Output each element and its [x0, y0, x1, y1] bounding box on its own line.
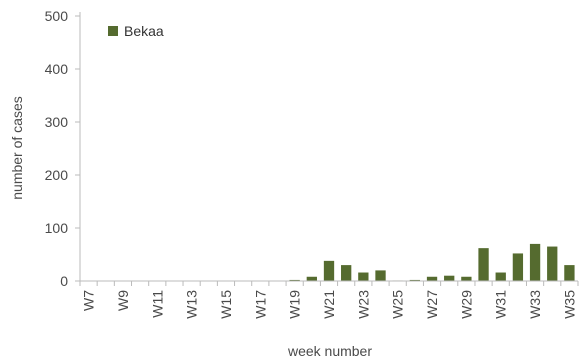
- y-tick-label: 100: [45, 220, 69, 236]
- x-tick-label: W13: [184, 290, 200, 319]
- y-axis: 0 100 200 300 400 500: [45, 8, 80, 289]
- x-tick-label: W15: [218, 290, 234, 319]
- bar-w23: [358, 272, 369, 281]
- x-tick-label: W35: [561, 290, 577, 319]
- bar-w35: [564, 265, 575, 281]
- x-tick-label: W7: [81, 290, 97, 311]
- bar-w31: [495, 272, 506, 281]
- x-tick-label: W17: [252, 290, 268, 319]
- bar-w32: [512, 253, 524, 281]
- x-axis: W7 W9 W11 W13 W15 W17 W19 W21 W23 W25 W27 W29 W31 W33…: [79, 281, 579, 319]
- x-axis-title: week number: [287, 343, 372, 359]
- x-tick-label: W27: [424, 290, 440, 319]
- x-tick-label: W21: [321, 290, 337, 319]
- x-tick-label: W31: [493, 290, 509, 319]
- bar-w33: [529, 243, 541, 281]
- x-tick-label: W33: [527, 290, 543, 319]
- x-tick-label: W19: [287, 290, 303, 319]
- bar-w26: [409, 279, 421, 281]
- axes: [79, 12, 578, 282]
- legend: Bekaa: [108, 23, 164, 39]
- bar-w19: [289, 279, 300, 281]
- legend-swatch-bekaa: [108, 26, 118, 36]
- bar-w22: [341, 265, 352, 281]
- bar-w27: [426, 276, 438, 281]
- bar-w29: [461, 276, 472, 281]
- x-tick-label: W25: [390, 290, 406, 319]
- x-tick-label: W11: [149, 290, 165, 318]
- y-axis-title: number of cases: [9, 96, 25, 200]
- x-tick-label: W9: [115, 290, 131, 311]
- bar-w34: [547, 246, 558, 281]
- y-tick-label: 300: [45, 114, 69, 130]
- y-tick-label: 400: [45, 61, 69, 77]
- bars: [289, 243, 575, 281]
- legend-label-bekaa: Bekaa: [124, 23, 164, 39]
- bar-w20: [306, 276, 317, 281]
- y-tick-label: 0: [60, 273, 68, 289]
- bar-w21: [323, 260, 335, 281]
- y-tick-label: 200: [45, 167, 69, 183]
- bar-w30: [478, 248, 489, 281]
- x-tick-label: W23: [355, 290, 371, 319]
- x-tick-label: W29: [458, 290, 474, 319]
- bar-w28: [444, 275, 455, 281]
- bar-w24: [375, 270, 386, 281]
- y-tick-label: 500: [45, 8, 69, 24]
